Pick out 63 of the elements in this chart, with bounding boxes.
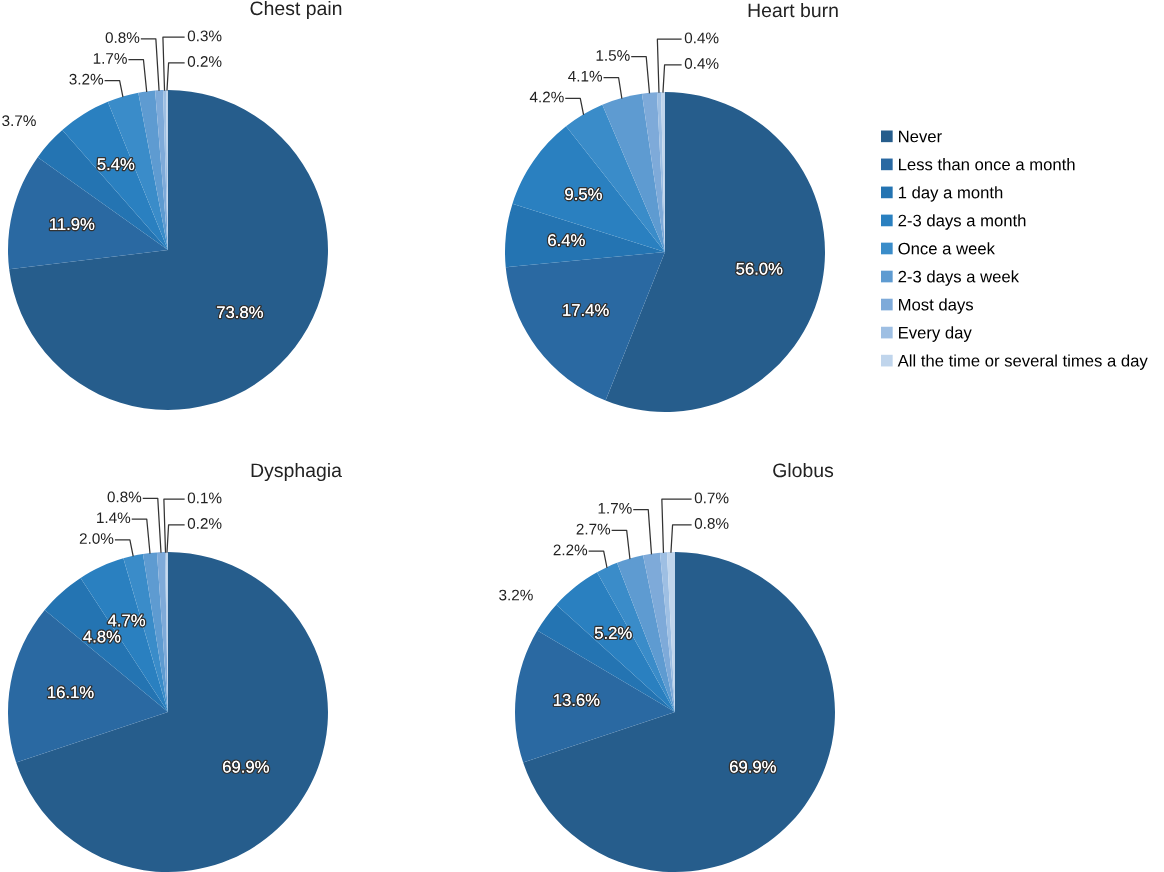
pie-slice — [512, 126, 665, 252]
data-label: 0.8% — [105, 32, 140, 44]
legend-label: 2-3 days a month — [898, 214, 1026, 230]
pie-slice — [8, 157, 168, 270]
data-label: 4.2% — [529, 91, 564, 103]
data-label: 1.7% — [93, 53, 127, 64]
pie-slice — [556, 572, 675, 712]
data-label: 3.2% — [69, 73, 104, 85]
chart-title: Chest pain — [250, 0, 342, 20]
data-label: 16.1% — [48, 686, 94, 699]
pie-slice — [505, 252, 665, 401]
pie-slice — [44, 578, 168, 712]
chart-title: Heart burn — [748, 2, 838, 18]
legend-label: 1 day a month — [898, 186, 1003, 202]
data-label: 4.8% — [83, 630, 121, 643]
data-label: 4.7% — [108, 614, 146, 627]
pie-slice — [37, 129, 168, 250]
legend-label: Every day — [899, 326, 972, 342]
data-label: 2.0% — [79, 533, 114, 544]
data-label: 2.7% — [576, 523, 611, 535]
legend-label: Less than once a month — [899, 158, 1075, 171]
pie-slice — [138, 90, 168, 250]
legend-label: Never — [899, 130, 942, 143]
legend-label: Once a week — [898, 242, 995, 255]
pie-slice — [537, 604, 675, 712]
data-label: 73.8% — [217, 306, 263, 319]
data-label: 3.2% — [499, 589, 533, 601]
data-label: 9.5% — [565, 188, 602, 201]
data-label: 0.1% — [187, 492, 222, 504]
data-label: 0.2% — [187, 56, 222, 67]
data-label: 3.7% — [2, 115, 36, 127]
data-label: 69.9% — [223, 760, 269, 773]
data-label: 1.7% — [598, 502, 632, 514]
pie-slice — [643, 552, 675, 712]
data-label: 1.5% — [596, 50, 630, 61]
data-label: 5.2% — [594, 627, 632, 639]
data-label: 0.2% — [187, 518, 222, 529]
pie-slice — [16, 552, 328, 872]
data-label: 56.0% — [736, 262, 783, 275]
pie-slice — [602, 93, 665, 252]
pie-slice — [641, 92, 665, 252]
data-label: 13.6% — [554, 694, 600, 706]
pie-slice — [505, 203, 665, 268]
data-label: 1.4% — [97, 512, 131, 524]
data-label: 5.4% — [97, 158, 135, 171]
data-label: 11.9% — [50, 218, 95, 231]
data-label: 0.3% — [187, 30, 222, 42]
data-label: 6.4% — [548, 234, 585, 247]
data-label: 69.9% — [730, 760, 776, 773]
chart-title: Globus — [773, 462, 834, 478]
data-label: 2.2% — [553, 544, 588, 556]
data-label: 17.4% — [563, 304, 609, 316]
data-label: 0.4% — [684, 58, 719, 69]
chart-title: Dysphagia — [251, 462, 342, 482]
data-label: 0.7% — [694, 492, 729, 504]
legend-label: Most days — [899, 298, 974, 314]
data-label: 0.8% — [107, 491, 142, 503]
pie-slice — [8, 610, 168, 763]
legend-label: 2-3 days a week — [898, 270, 1020, 286]
data-label: 0.4% — [684, 32, 719, 44]
data-label: 0.8% — [694, 518, 729, 529]
legend-label: All the time or several times a day — [897, 354, 1148, 370]
data-label: 4.1% — [568, 70, 603, 82]
